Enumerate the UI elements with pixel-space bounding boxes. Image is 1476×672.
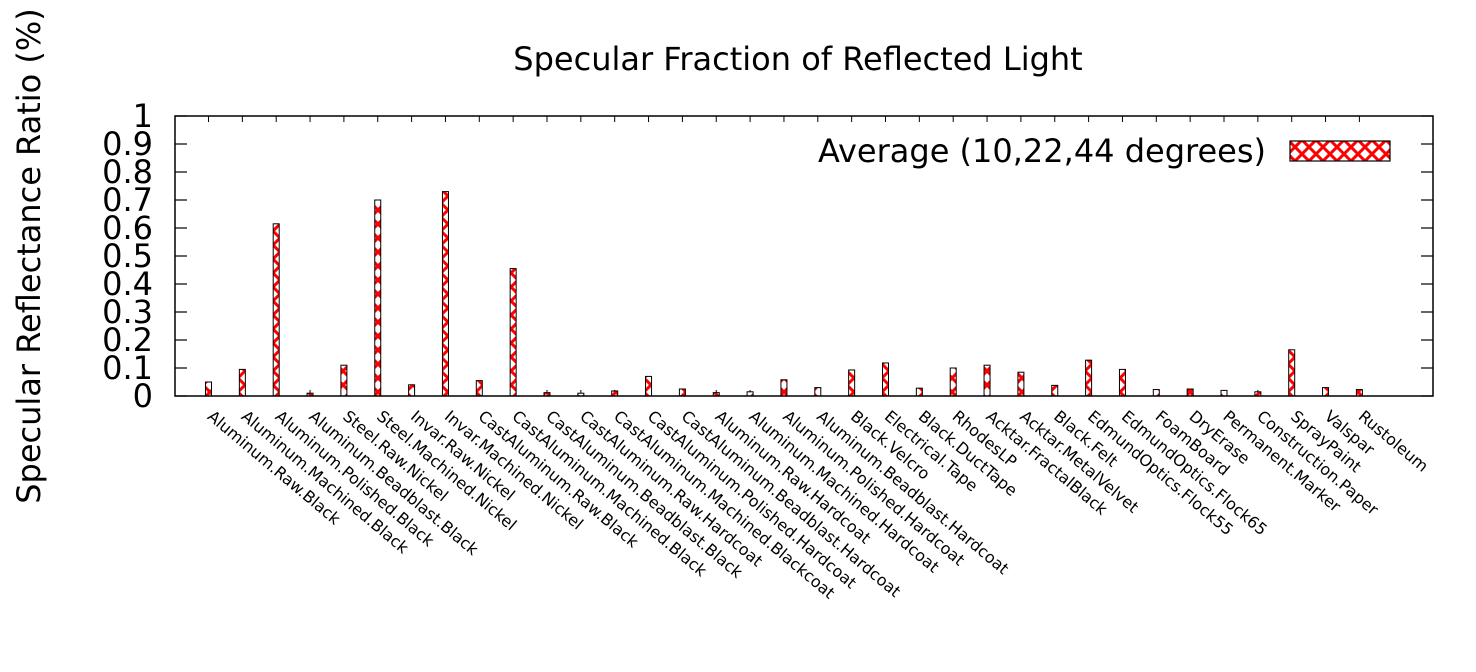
legend-label: Average (10,22,44 degrees) bbox=[818, 132, 1266, 170]
bar bbox=[1085, 359, 1093, 397]
bar bbox=[814, 387, 822, 397]
bar bbox=[1220, 389, 1228, 397]
bar bbox=[1017, 371, 1025, 397]
y-tick-label: 0.3 bbox=[102, 293, 153, 331]
bar bbox=[1051, 384, 1059, 397]
bar bbox=[1355, 389, 1363, 397]
bar bbox=[408, 384, 416, 397]
y-tick-label: 1 bbox=[133, 97, 153, 135]
plot-frame bbox=[174, 115, 1434, 397]
bar bbox=[205, 381, 212, 397]
bars bbox=[205, 191, 1363, 397]
bar bbox=[611, 390, 619, 397]
y-axis-label: Specular Reflectance Ratio (%) bbox=[10, 8, 48, 504]
y-tick-label: 0.5 bbox=[102, 237, 153, 275]
bar bbox=[475, 380, 483, 397]
y-tick-label: 0 bbox=[133, 377, 153, 415]
bar bbox=[1118, 368, 1126, 397]
legend: Average (10,22,44 degrees) bbox=[818, 132, 1391, 170]
bar bbox=[848, 369, 856, 397]
y-tick-label: 0.4 bbox=[102, 265, 153, 303]
bar bbox=[1186, 388, 1194, 397]
bar bbox=[882, 362, 889, 397]
y-tick-label: 0.7 bbox=[102, 181, 153, 219]
bar bbox=[1288, 349, 1296, 397]
y-tick-label: 0.6 bbox=[102, 209, 153, 247]
y-tick-label: 0.9 bbox=[102, 125, 153, 163]
legend-swatch bbox=[1289, 140, 1391, 162]
y-tick-label: 0.1 bbox=[102, 349, 153, 387]
y-tick-label: 0.2 bbox=[102, 321, 153, 359]
bar bbox=[915, 387, 923, 397]
bar bbox=[983, 364, 991, 397]
bar bbox=[374, 199, 382, 397]
bar bbox=[645, 375, 653, 397]
x-tick-labels: Aluminum.Raw.BlackAluminum.Machined.Blac… bbox=[204, 407, 1432, 603]
y-tick-label: 0.8 bbox=[102, 153, 153, 191]
bar bbox=[678, 388, 686, 397]
bar bbox=[949, 367, 957, 397]
bar bbox=[1152, 389, 1160, 397]
bar bbox=[238, 368, 246, 397]
chart-title: Specular Fraction of Reflected Light bbox=[513, 40, 1082, 78]
bar bbox=[509, 268, 517, 397]
bar bbox=[1322, 387, 1330, 397]
y-tick-labels: 00.10.20.30.40.50.60.70.80.91 bbox=[102, 97, 153, 415]
bar bbox=[272, 223, 280, 397]
bar bbox=[441, 191, 449, 397]
bar bbox=[780, 379, 788, 397]
bar bbox=[340, 364, 348, 397]
